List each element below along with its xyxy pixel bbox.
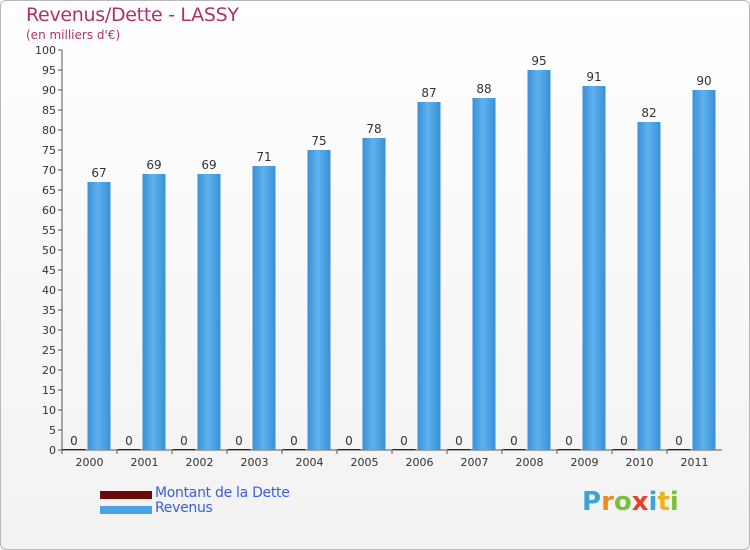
data-label-dette-2009: 0 — [565, 434, 573, 448]
y-tick-label-85: 85 — [42, 104, 56, 117]
bar-revenus-2000 — [87, 182, 111, 450]
data-label-dette-2000: 0 — [70, 434, 78, 448]
bar-dette-2003 — [227, 449, 251, 450]
y-tick-label-5: 5 — [49, 424, 56, 437]
data-label-dette-2001: 0 — [125, 434, 133, 448]
x-tick-label-2009: 2009 — [571, 456, 599, 469]
y-tick-label-35: 35 — [42, 304, 56, 317]
legend-label-revenus: Revenus — [155, 500, 213, 516]
data-label-dette-2003: 0 — [235, 434, 243, 448]
bar-revenus-2011 — [692, 90, 716, 450]
x-tick-label-2003: 2003 — [241, 456, 269, 469]
bar-dette-2005 — [337, 449, 361, 450]
data-label-dette-2007: 0 — [455, 434, 463, 448]
chart-subtitle: (en milliers d'€) — [26, 28, 121, 42]
x-tick-label-2002: 2002 — [186, 456, 214, 469]
y-tick-label-75: 75 — [42, 144, 56, 157]
data-label-dette-2005: 0 — [345, 434, 353, 448]
bar-revenus-2001 — [142, 174, 166, 450]
bar-revenus-2003 — [252, 166, 276, 450]
y-tick-label-50: 50 — [42, 244, 56, 257]
data-label-revenus-2001: 69 — [146, 158, 161, 172]
proxiti-logo: Proxiti — [582, 487, 679, 517]
y-tick-label-60: 60 — [42, 204, 56, 217]
data-label-revenus-2000: 67 — [91, 166, 106, 180]
data-label-dette-2010: 0 — [620, 434, 628, 448]
data-label-revenus-2011: 90 — [696, 74, 711, 88]
data-label-revenus-2005: 78 — [366, 122, 381, 136]
legend-swatch-dette — [100, 491, 152, 499]
chart-title: Revenus/Dette - LASSY — [26, 4, 239, 26]
y-tick-label-65: 65 — [42, 184, 56, 197]
bar-dette-2000 — [62, 449, 86, 450]
y-tick-label-80: 80 — [42, 124, 56, 137]
x-tick-label-2006: 2006 — [406, 456, 434, 469]
data-label-revenus-2009: 91 — [586, 70, 601, 84]
x-tick-label-2011: 2011 — [681, 456, 709, 469]
data-label-revenus-2008: 95 — [531, 54, 546, 68]
data-label-dette-2008: 0 — [510, 434, 518, 448]
y-tick-label-70: 70 — [42, 164, 56, 177]
bar-revenus-2004 — [307, 150, 331, 450]
y-tick-label-100: 100 — [35, 44, 56, 57]
x-tick-label-2000: 2000 — [76, 456, 104, 469]
data-label-dette-2002: 0 — [180, 434, 188, 448]
data-label-dette-2011: 0 — [675, 434, 683, 448]
bar-revenus-2008 — [527, 70, 551, 450]
y-tick-label-30: 30 — [42, 324, 56, 337]
data-label-dette-2004: 0 — [290, 434, 298, 448]
bar-dette-2006 — [392, 449, 416, 450]
bar-revenus-2006 — [417, 102, 441, 450]
bar-dette-2004 — [282, 449, 306, 450]
legend-swatch-revenus — [100, 506, 152, 514]
bar-revenus-2010 — [637, 122, 661, 450]
data-label-revenus-2010: 82 — [641, 106, 656, 120]
bar-dette-2010 — [612, 449, 636, 450]
y-tick-label-25: 25 — [42, 344, 56, 357]
bar-dette-2008 — [502, 449, 526, 450]
data-label-revenus-2002: 69 — [201, 158, 216, 172]
bar-dette-2007 — [447, 449, 471, 450]
bar-dette-2011 — [667, 449, 691, 450]
x-tick-label-2007: 2007 — [461, 456, 489, 469]
data-label-revenus-2003: 71 — [256, 150, 271, 164]
legend-label-dette: Montant de la Dette — [155, 485, 290, 501]
y-tick-label-90: 90 — [42, 84, 56, 97]
y-tick-label-40: 40 — [42, 284, 56, 297]
bar-dette-2002 — [172, 449, 196, 450]
x-tick-label-2010: 2010 — [626, 456, 654, 469]
y-tick-label-20: 20 — [42, 364, 56, 377]
y-tick-label-55: 55 — [42, 224, 56, 237]
bar-dette-2001 — [117, 449, 141, 450]
data-label-dette-2006: 0 — [400, 434, 408, 448]
x-tick-label-2004: 2004 — [296, 456, 324, 469]
data-label-revenus-2006: 87 — [421, 86, 436, 100]
bar-dette-2009 — [557, 449, 581, 450]
data-label-revenus-2007: 88 — [476, 82, 491, 96]
y-tick-label-95: 95 — [42, 64, 56, 77]
y-tick-label-15: 15 — [42, 384, 56, 397]
x-tick-label-2001: 2001 — [131, 456, 159, 469]
data-label-revenus-2004: 75 — [311, 134, 326, 148]
bar-revenus-2007 — [472, 98, 496, 450]
bar-revenus-2009 — [582, 86, 606, 450]
bar-revenus-2002 — [197, 174, 221, 450]
y-tick-label-45: 45 — [42, 264, 56, 277]
x-tick-label-2008: 2008 — [516, 456, 544, 469]
bar-revenus-2005 — [362, 138, 386, 450]
y-tick-label-0: 0 — [49, 444, 56, 457]
y-tick-label-10: 10 — [42, 404, 56, 417]
x-tick-label-2005: 2005 — [351, 456, 379, 469]
